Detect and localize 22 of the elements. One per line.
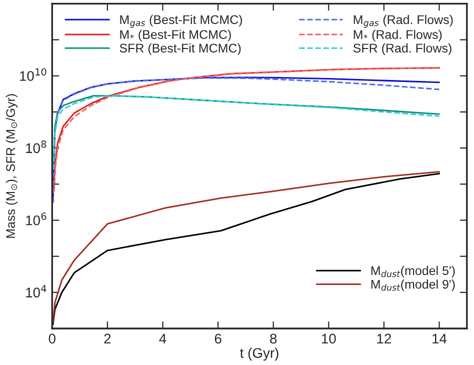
x-tick-label: 6 [214, 334, 222, 344]
legend-label: M$_{dust}$(model 5') [371, 266, 455, 278]
x-tick-label: 0 [48, 334, 56, 344]
legend-label: M$_{*}$ (Best-Fit MCMC) [120, 30, 231, 42]
y-tick-label: 10$^{6}$ [26, 212, 46, 226]
legend-label: SFR (Rad. Flows) [353, 43, 452, 56]
y-tick-label: 10$^{10}$ [20, 68, 46, 81]
x-tick-label: 4 [159, 334, 166, 344]
legend-label: M$_{dust}$(model 9') [371, 280, 455, 292]
x-tick-label: 2 [104, 334, 111, 344]
legend-label: M$_{gas}$ (Rad. Flows) [354, 14, 453, 28]
y-tick-label: 10$^{4}$ [26, 284, 46, 298]
x-tick-label: 14 [432, 334, 447, 344]
legend-label: M$_{*}$ (Rad. Flows) [354, 30, 442, 42]
x-axis-title: t (Gyr) [240, 348, 278, 361]
y-axis-title: Mass (M$_{⊙}$), SFR (M$_{⊙}$/Gyr) [6, 94, 18, 238]
legend-label: SFR (Best-Fit MCMC) [120, 43, 241, 56]
x-tick-label: 8 [270, 334, 277, 344]
legend-label: M$_{gas}$ (Best-Fit MCMC) [120, 14, 242, 28]
x-tick-label: 12 [377, 334, 391, 344]
x-tick-label: 10 [322, 334, 336, 344]
y-tick-label: 10$^{8}$ [26, 140, 46, 154]
